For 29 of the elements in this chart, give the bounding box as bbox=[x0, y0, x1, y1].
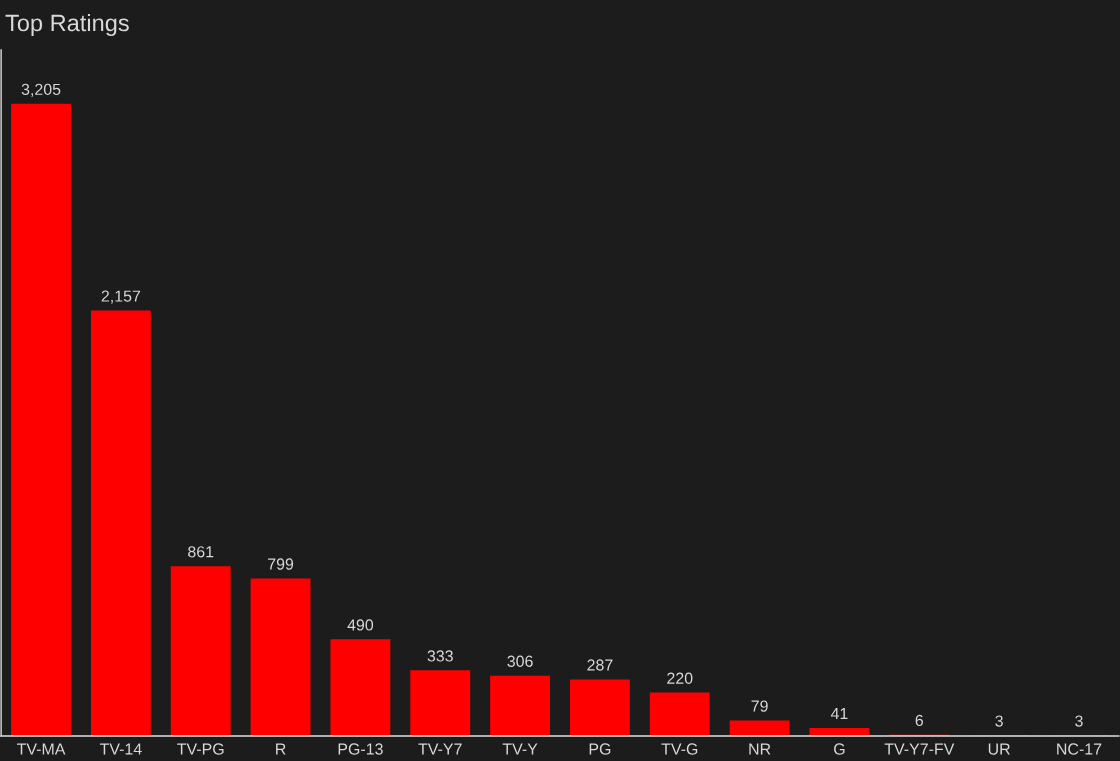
x-tick-label: TV-G bbox=[661, 743, 698, 755]
data-label: 79 bbox=[751, 700, 768, 712]
data-label: 3 bbox=[995, 715, 1003, 727]
data-label: 306 bbox=[507, 655, 533, 667]
x-tick-label: PG bbox=[589, 743, 611, 755]
data-label: 799 bbox=[268, 558, 294, 570]
x-tick-label: TV-Y7-FV bbox=[884, 743, 955, 755]
x-tick-label: TV-Y7 bbox=[418, 743, 462, 755]
data-label: 2,157 bbox=[101, 290, 141, 304]
data-label: 3,205 bbox=[21, 83, 61, 97]
x-tick-label: TV-Y bbox=[502, 743, 538, 755]
data-label: 861 bbox=[188, 546, 214, 558]
data-label: 220 bbox=[667, 672, 693, 684]
data-label: 3 bbox=[1075, 715, 1083, 727]
x-tick-label: TV-MA bbox=[17, 743, 66, 755]
data-label: 287 bbox=[587, 659, 613, 671]
x-tick-label: NR bbox=[749, 743, 771, 755]
x-tick-label: PG-13 bbox=[338, 743, 383, 755]
data-label: 490 bbox=[347, 619, 374, 631]
x-tick-label: UR bbox=[988, 743, 1010, 755]
data-label: 333 bbox=[427, 650, 453, 662]
chart-title: Top Ratings bbox=[5, 14, 129, 37]
x-tick-label: TV-PG bbox=[177, 743, 224, 755]
x-tick-label: G bbox=[834, 743, 845, 755]
x-tick-label: TV-14 bbox=[99, 743, 142, 755]
x-tick-label: R bbox=[276, 743, 286, 755]
data-label: 41 bbox=[830, 708, 848, 720]
data-label: 6 bbox=[915, 714, 924, 727]
x-tick-label: NC-17 bbox=[1057, 743, 1102, 755]
